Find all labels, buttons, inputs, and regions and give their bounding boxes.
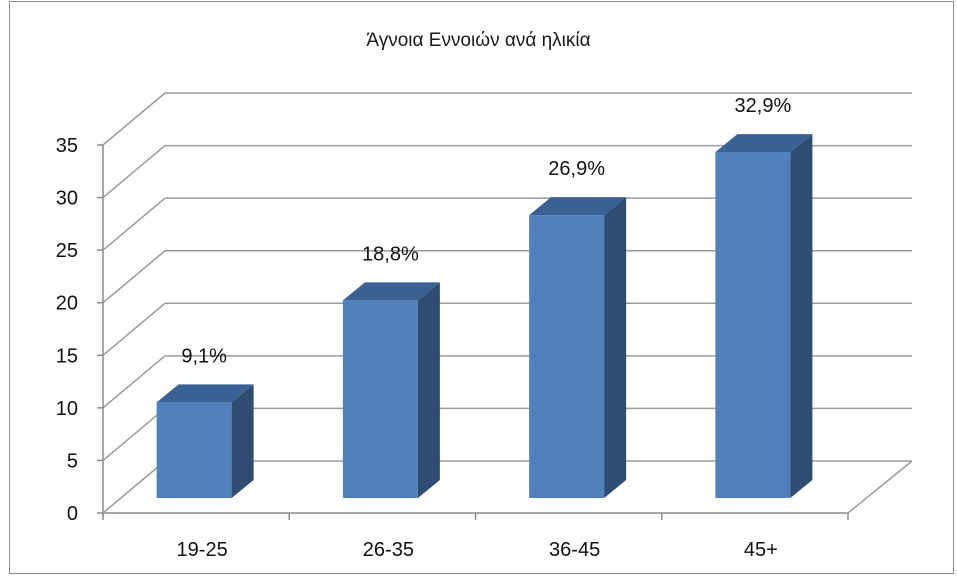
y-tick-label: 25 [56, 240, 78, 262]
data-label: 9,1% [181, 345, 227, 367]
bars [156, 134, 813, 498]
floor-right-edge [847, 460, 913, 514]
bar-front [342, 300, 418, 498]
data-label: 26,9% [548, 158, 605, 180]
bar-side [231, 384, 254, 498]
axes [97, 144, 849, 520]
grid-line [102, 460, 166, 514]
labels: 0 5 10 15 20 25 30 35 9,1% 19-25 18,8% 26-35 26,9% 36… [56, 95, 792, 561]
grid-line [102, 407, 166, 462]
bar-side [604, 197, 627, 498]
x-tick-label: 19-25 [177, 539, 228, 561]
grid-line [102, 355, 166, 409]
grid-line [102, 92, 166, 146]
bar-26-35 [342, 282, 440, 498]
data-label: 18,8% [362, 243, 419, 265]
bar-front [156, 402, 232, 498]
grid-line [102, 302, 166, 356]
y-tick-label: 10 [56, 398, 78, 420]
bar-side [790, 134, 813, 498]
y-tick-label: 20 [56, 293, 78, 315]
grid-line [102, 144, 166, 199]
bar-45+ [715, 134, 813, 498]
bar-side [417, 282, 440, 498]
bar-top [156, 384, 254, 403]
y-tick-label: 30 [56, 188, 78, 210]
bar-front [715, 152, 791, 498]
bar-top [529, 197, 627, 216]
x-tick-label: 45+ [744, 539, 778, 561]
bar-top [342, 282, 440, 301]
chart-title: Άγνοια Εννοιών ανά ηλικία [366, 30, 591, 51]
x-tick-label: 36-45 [549, 539, 600, 561]
y-tick-label: 5 [67, 450, 78, 472]
bar-36-45 [529, 197, 627, 498]
data-label: 32,9% [735, 95, 792, 117]
y-tick-label: 15 [56, 345, 78, 367]
grid-line [102, 197, 166, 251]
grid-line [102, 250, 166, 304]
y-tick-label: 35 [56, 135, 78, 157]
bar-19-25 [156, 384, 254, 498]
x-tick-label: 26-35 [363, 539, 414, 561]
bar-top [715, 134, 813, 153]
bar-front [529, 215, 605, 498]
y-tick-label: 0 [67, 503, 78, 525]
